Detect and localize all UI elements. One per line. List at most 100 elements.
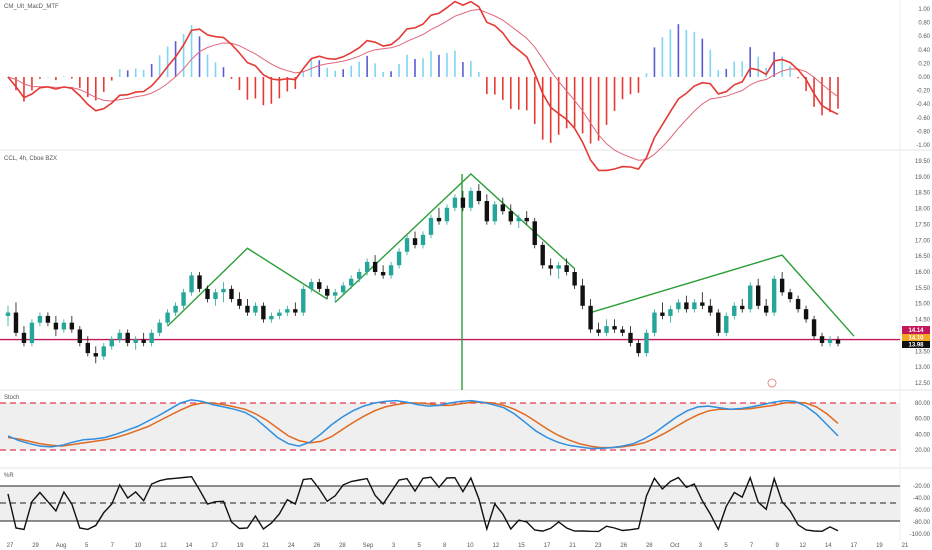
x-tick: 17 (851, 543, 858, 549)
macd-title: CM_Ult_MacD_MTF (4, 4, 59, 10)
wr-tick: -20.00 (913, 484, 931, 490)
candle-body (340, 285, 346, 293)
candle-body (205, 288, 210, 300)
macd-histogram-bar (398, 64, 400, 77)
candle-body (269, 315, 274, 320)
macd-histogram-bar (685, 29, 688, 77)
macd-tick: -0.20 (916, 89, 930, 95)
x-tick: 29 (32, 543, 39, 549)
x-tick: 3 (699, 543, 703, 549)
candle-body (404, 238, 410, 252)
candle-body (572, 272, 577, 286)
macd-histogram-bar (533, 77, 536, 125)
macd-histogram-bar (765, 67, 767, 77)
candle-body (293, 309, 298, 313)
macd-histogram-bar (813, 77, 815, 107)
macd-histogram-bar (358, 61, 360, 77)
candle-body (309, 282, 314, 289)
candle-body (109, 339, 114, 347)
stoch-tick: 40.00 (915, 432, 931, 438)
hs-right-line (590, 254, 855, 337)
candle-body (133, 339, 138, 343)
macd-tick: -0.80 (916, 129, 930, 135)
macd-histogram-bar (693, 31, 696, 78)
price-tick: 13.00 (915, 365, 931, 371)
x-tick: 28 (646, 543, 653, 549)
x-tick: 28 (339, 543, 346, 549)
macd-histogram (7, 24, 839, 144)
macd-histogram-bar (741, 61, 744, 77)
candle-body (101, 346, 106, 357)
macd-histogram-bar (118, 69, 121, 77)
candle-body (245, 305, 250, 313)
macd-histogram-bar (837, 77, 839, 109)
candle-body (85, 342, 91, 354)
price-tick: 16.50 (915, 254, 931, 260)
x-tick: 9 (775, 543, 779, 549)
macd-signal-line (7, 8, 839, 161)
x-tick: 12 (799, 543, 806, 549)
macd-histogram-bar (142, 69, 145, 77)
candle-body (420, 234, 426, 245)
macd-histogram-bar (629, 77, 632, 95)
candle-body (612, 326, 617, 330)
macd-histogram-bar (254, 77, 257, 99)
macd-histogram-bar (773, 52, 775, 77)
x-tick: 21 (569, 543, 576, 549)
candle-body (189, 275, 194, 293)
candle-body (484, 201, 490, 222)
candle-body (141, 339, 146, 343)
macd-histogram-bar (366, 55, 368, 77)
third-price-text: 13.98 (908, 343, 924, 349)
macd-tick: 0.60 (918, 34, 930, 40)
candle-body (644, 332, 649, 354)
macd-histogram-bar (342, 69, 344, 77)
second-price-badge (902, 334, 930, 341)
macd-histogram-bar (430, 50, 432, 77)
candle-body (460, 197, 466, 208)
macd-histogram-bar (757, 56, 759, 77)
macd-histogram-bar (39, 77, 41, 79)
x-tick: 21 (262, 543, 269, 549)
candle-body (21, 332, 27, 343)
macd-histogram-bar (102, 77, 105, 92)
macd-histogram-bar (454, 50, 456, 77)
candle-body (548, 265, 553, 269)
stoch-title: Stoch (4, 395, 19, 401)
macd-histogram-bar (733, 61, 736, 77)
macd-histogram-bar (190, 24, 193, 78)
x-tick: 21 (902, 543, 909, 549)
candle-body (708, 305, 713, 313)
x-tick: 12 (160, 543, 167, 549)
price-tick: 16.00 (915, 270, 931, 276)
macd-histogram-bar (621, 77, 624, 100)
macd-histogram-bar (294, 77, 297, 89)
macd-histogram-bar (701, 38, 704, 77)
x-tick: 10 (135, 543, 142, 549)
macd-histogram-bar (637, 77, 640, 93)
candle-body (317, 282, 322, 289)
candle-body (436, 217, 442, 222)
candle-body (803, 309, 809, 320)
price-tick: 15.50 (915, 286, 931, 292)
candle-body (157, 322, 162, 333)
price-tick: 17.50 (915, 222, 931, 228)
macd-histogram-bar (669, 29, 672, 77)
x-axis: 27 29 Aug 5 7 10 12 14 17 19 21 24 26 28 Sep 3 5 8 10 12 15 1… (7, 543, 909, 549)
event-marker-icon[interactable] (767, 378, 777, 388)
x-tick: 5 (417, 543, 421, 549)
price-tick: 18.00 (915, 207, 931, 213)
macd-histogram-bar (55, 77, 57, 81)
candle-body (604, 326, 609, 333)
candle-body (356, 272, 362, 279)
wr-pane: %R -20.00 -40.00 -60.00 -80.00 -100.00 (0, 473, 931, 538)
candle-body (452, 197, 458, 208)
candle-body (716, 312, 721, 333)
candle-body (197, 275, 202, 289)
macd-histogram-bar (350, 65, 352, 77)
macd-histogram-bar (645, 73, 648, 77)
macd-histogram-bar (278, 77, 281, 99)
candle-body (412, 238, 418, 245)
candle-body (795, 299, 801, 310)
